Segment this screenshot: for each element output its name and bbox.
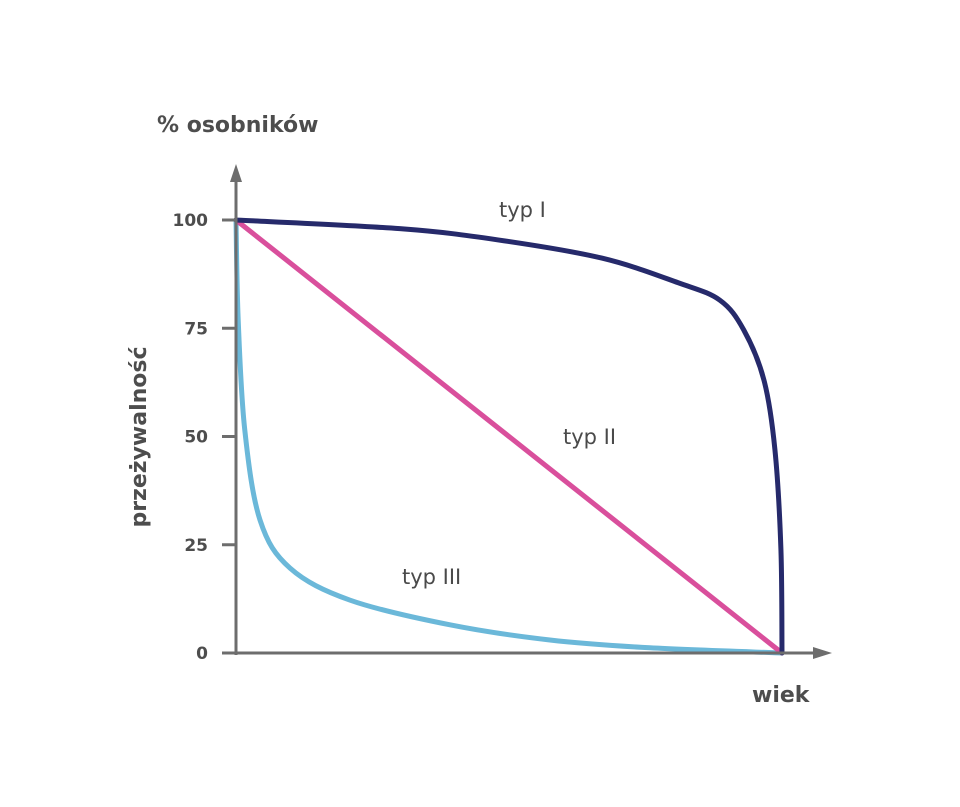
y-tick-label: 50 <box>184 428 208 448</box>
x-axis-arrow <box>813 647 832 659</box>
series-line-typ-i <box>233 217 785 656</box>
axes <box>230 164 832 659</box>
series-line-typ-iii <box>233 217 785 656</box>
y-tick-label: 0 <box>196 644 208 664</box>
series-label-typ-i: typ I <box>499 198 546 222</box>
y-axis-label: przeżywalność <box>127 346 152 527</box>
series-line-typ-ii <box>233 217 785 656</box>
y-ticks: 0 25 50 75 100 <box>173 211 236 664</box>
y-tick-label: 100 <box>173 211 209 231</box>
series-label-typ-iii: typ III <box>402 565 461 589</box>
x-axis-label: wiek <box>752 683 811 708</box>
curves <box>233 217 785 656</box>
y-tick-label: 75 <box>184 319 208 339</box>
chart-title: % osobników <box>157 113 318 138</box>
y-tick-label: 25 <box>184 536 208 556</box>
y-axis-arrow <box>230 164 242 182</box>
series-label-typ-ii: typ II <box>563 425 616 449</box>
